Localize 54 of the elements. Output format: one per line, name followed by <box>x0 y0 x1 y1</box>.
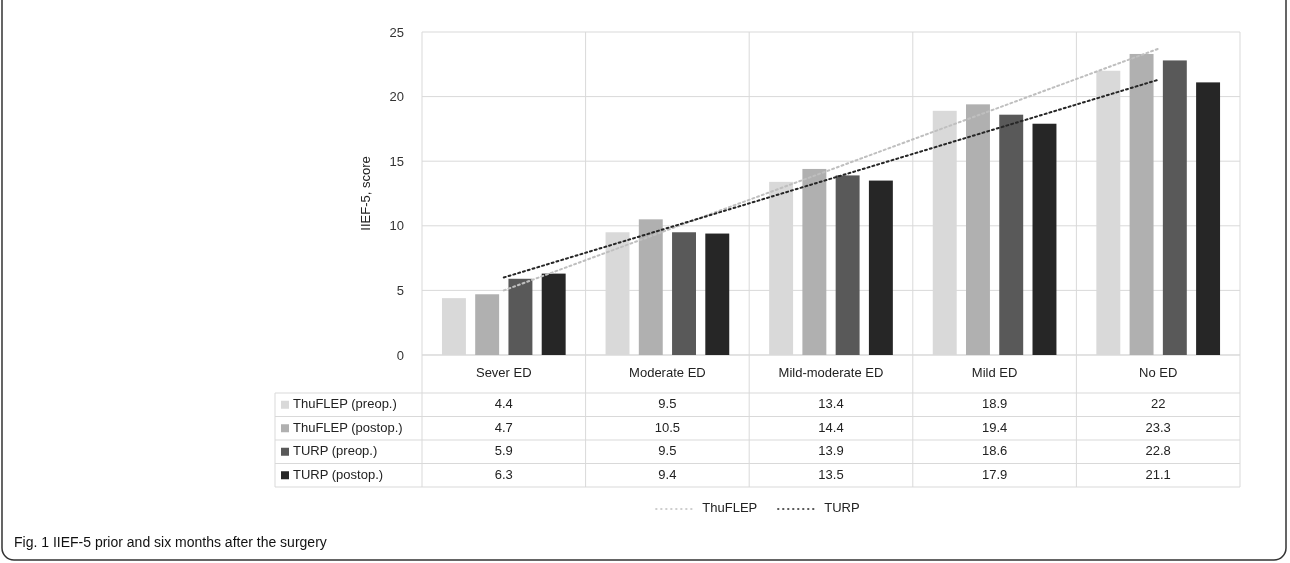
x-tick-label: No ED <box>1139 365 1178 381</box>
data-label: 13.4 <box>818 396 844 412</box>
bar <box>508 278 533 355</box>
x-tick-label: Mild ED <box>971 365 1018 381</box>
data-label: 22.8 <box>1145 443 1171 459</box>
y-tick-label: 0 <box>396 347 404 363</box>
y-tick-label: 10 <box>389 218 404 234</box>
data-label: 23.3 <box>1145 419 1171 435</box>
data-label: 13.5 <box>818 466 844 482</box>
bar <box>475 294 500 355</box>
bar <box>1196 82 1221 355</box>
data-label: 22 <box>1150 396 1166 412</box>
x-tick-label: Moderate ED <box>629 365 706 381</box>
data-label: 14.4 <box>818 419 844 435</box>
bar <box>638 219 663 355</box>
bar <box>868 180 893 355</box>
bar <box>835 175 860 355</box>
y-tick-label: 25 <box>389 24 404 40</box>
data-label: 9.4 <box>658 466 677 482</box>
data-label: 6.3 <box>494 466 513 482</box>
legend-label: ThuFLEP <box>702 500 758 516</box>
x-tick-label: Sever ED <box>475 365 532 381</box>
bar <box>1032 123 1057 355</box>
text: Fig. 1 IIEF-5 prior and six months after the surgery <box>14 533 327 550</box>
bar <box>1162 60 1187 355</box>
data-label: 4.7 <box>494 419 513 435</box>
bar <box>802 168 827 355</box>
data-label: 17.9 <box>981 466 1008 482</box>
y-tick-label: 20 <box>389 89 404 105</box>
y-axis-title: IIEF-5, score <box>358 156 373 231</box>
legend-label: TURP (preop.) <box>293 443 378 459</box>
data-label: 13.9 <box>818 443 844 459</box>
data-label: 10.5 <box>654 419 681 435</box>
bar <box>999 114 1024 355</box>
bar <box>672 232 696 355</box>
data-label: 19.4 <box>981 419 1008 435</box>
x-tick-label: Mild-moderate ED <box>778 365 884 381</box>
data-label: 18.9 <box>981 396 1008 412</box>
legend-label: TURP <box>824 500 860 516</box>
legend-label: TURP (postop.) <box>293 466 384 482</box>
data-label: 18.6 <box>981 443 1008 459</box>
y-tick-label: 15 <box>389 153 404 169</box>
y-tick-label: 5 <box>396 283 404 299</box>
data-label: 9.5 <box>658 396 677 412</box>
bar <box>1129 53 1154 355</box>
bar <box>705 233 730 355</box>
bar <box>541 273 566 355</box>
legend-label: ThuFLEP (postop.) <box>293 419 403 435</box>
bar <box>966 104 990 355</box>
data-label: 4.4 <box>494 396 513 412</box>
data-label: 5.9 <box>494 443 513 459</box>
data-label: 9.5 <box>658 443 677 459</box>
data-label: 21.1 <box>1145 466 1171 482</box>
legend-label: ThuFLEP (preop.) <box>293 396 397 412</box>
